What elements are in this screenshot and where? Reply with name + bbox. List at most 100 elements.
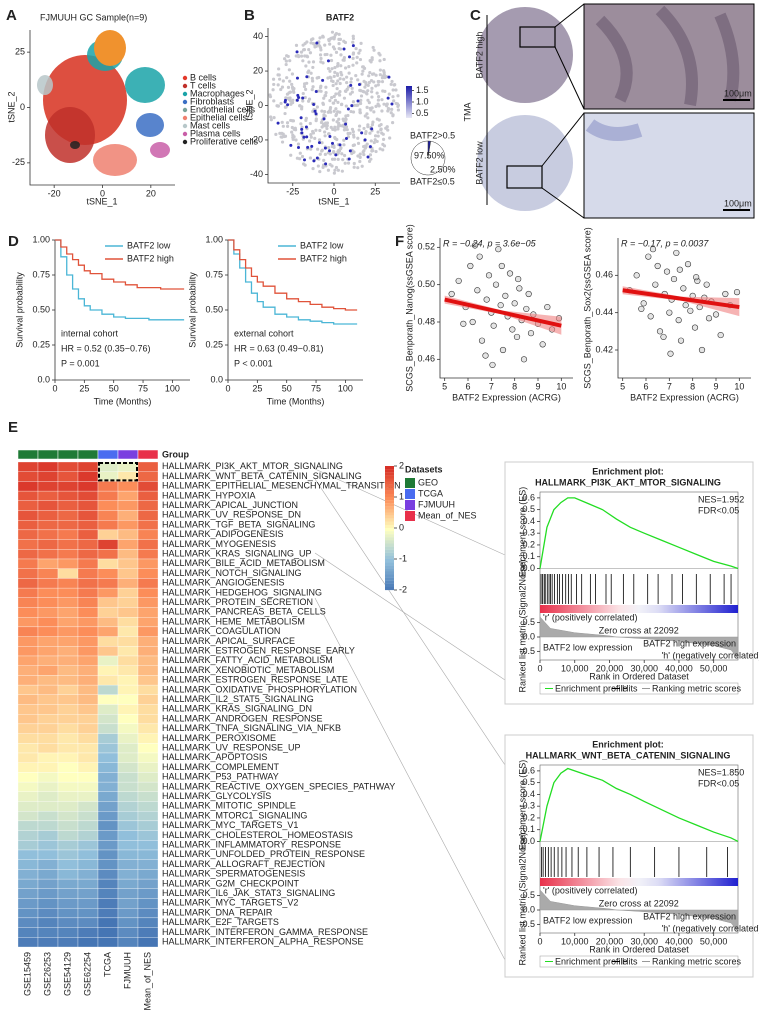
heat-cell xyxy=(57,500,79,511)
x-tick-label: 8 xyxy=(690,381,695,391)
cell xyxy=(309,133,313,137)
heat-cell xyxy=(17,937,39,948)
x-tick-label: -20 xyxy=(48,188,61,198)
heat-cell xyxy=(97,908,119,919)
cell xyxy=(391,120,395,125)
cell xyxy=(333,70,337,74)
cell xyxy=(307,60,311,64)
cell xyxy=(337,91,341,96)
heat-cell xyxy=(137,461,159,472)
row-label: HALLMARK_MYC_TARGETS_V1 xyxy=(162,820,298,830)
cluster xyxy=(45,107,95,163)
cell xyxy=(322,117,326,121)
row-label: HALLMARK_UV_RESPONSE_DN xyxy=(162,510,301,520)
row-label: HALLMARK_EPITHELIAL_MESENCHYMAL_TRANSITI… xyxy=(162,481,401,491)
cell xyxy=(288,59,292,63)
cell xyxy=(370,106,374,110)
cell xyxy=(302,47,307,52)
heat-cell xyxy=(57,801,79,812)
cell xyxy=(378,73,382,77)
colorbar-segment xyxy=(385,490,394,494)
point xyxy=(705,315,713,322)
cell xyxy=(358,48,362,52)
heat-cell xyxy=(17,597,39,608)
cell xyxy=(304,125,308,129)
x-tick-label: 20,000 xyxy=(596,663,624,673)
heat-cell xyxy=(37,461,59,472)
cell xyxy=(358,152,362,156)
legend-label: B cells xyxy=(190,72,217,82)
cell xyxy=(336,125,340,129)
heat-cell xyxy=(57,917,79,928)
cell xyxy=(332,101,336,105)
cell xyxy=(331,118,335,122)
heat-cell xyxy=(57,597,79,608)
cell xyxy=(315,41,319,45)
heat-cell xyxy=(17,888,39,899)
heat-cell xyxy=(137,733,159,744)
heat-cell xyxy=(117,481,139,492)
point xyxy=(691,324,699,331)
row-label: HALLMARK_TNFA_SIGNALING_VIA_NFKB xyxy=(162,723,341,733)
point xyxy=(511,300,518,307)
colorbar-segment xyxy=(385,518,394,522)
heat-cell xyxy=(117,607,139,618)
heat-cell xyxy=(57,714,79,725)
cell xyxy=(377,95,381,99)
cell xyxy=(327,109,331,114)
point xyxy=(471,242,479,249)
cell xyxy=(341,58,345,62)
point xyxy=(652,281,659,288)
heat-cell xyxy=(17,869,39,880)
x-tick-label: 25 xyxy=(370,186,380,196)
zoom-line xyxy=(554,46,585,110)
cell xyxy=(348,149,352,153)
cell xyxy=(378,147,382,151)
cell xyxy=(385,102,389,106)
heat-cell xyxy=(97,714,119,725)
heat-cell xyxy=(77,500,99,511)
tissue xyxy=(585,119,643,141)
row-label: HALLMARK_APOPTOSIS xyxy=(162,752,267,762)
cell xyxy=(361,65,365,69)
colorbar-segment xyxy=(385,500,394,504)
heat-cell xyxy=(97,500,119,511)
cell xyxy=(338,143,342,147)
colorbar-segment xyxy=(385,531,394,535)
cell xyxy=(349,109,353,114)
y-tick-label: 0.0 xyxy=(37,374,50,384)
cell xyxy=(387,75,391,79)
heat-cell xyxy=(117,694,139,705)
point xyxy=(733,289,741,296)
row-label: HALLMARK_ESTROGEN_RESPONSE_LATE xyxy=(162,675,348,685)
cell xyxy=(298,151,302,155)
cluster xyxy=(94,30,126,66)
y-tick-label: 0.0 xyxy=(522,631,535,641)
y-tick-label: -0.5 xyxy=(519,919,535,929)
cell xyxy=(349,77,353,81)
heat-cell xyxy=(57,607,79,618)
ranked-metric xyxy=(539,616,739,660)
row-label: HALLMARK_HEDGEHOG_SIGNALING xyxy=(162,587,322,597)
heat-cell xyxy=(37,888,59,899)
cell xyxy=(362,149,366,153)
cell xyxy=(331,36,335,40)
point xyxy=(670,275,678,283)
y-tick-label: 0.6 xyxy=(522,492,535,502)
legend-swatch xyxy=(405,511,415,521)
group-cell xyxy=(137,449,159,460)
cell xyxy=(311,65,315,70)
cell xyxy=(351,110,356,114)
heat-cell xyxy=(57,558,79,569)
cell xyxy=(343,126,347,130)
cell xyxy=(303,95,307,100)
point xyxy=(523,305,530,313)
legend-swatch xyxy=(182,75,188,81)
cell xyxy=(366,123,370,127)
cell xyxy=(381,148,385,152)
heat-cell xyxy=(57,811,79,822)
heat-cell xyxy=(137,617,159,628)
cell xyxy=(334,107,338,111)
y-tick-label: 0.0 xyxy=(522,563,535,573)
colorbar-segment xyxy=(385,577,394,581)
